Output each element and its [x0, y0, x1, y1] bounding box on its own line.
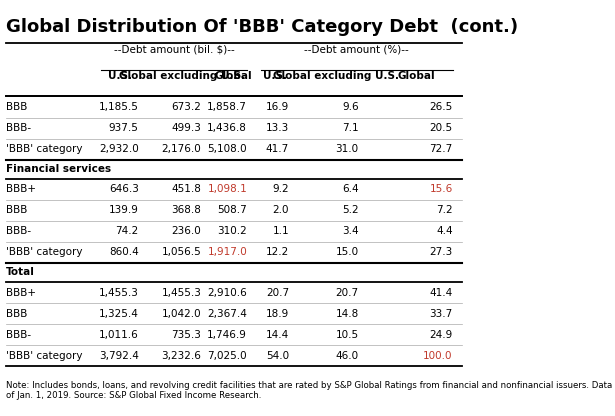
Text: 646.3: 646.3 [109, 184, 138, 194]
Text: BBB-: BBB- [6, 329, 31, 339]
Text: 20.5: 20.5 [430, 123, 453, 133]
Text: BBB: BBB [6, 309, 28, 319]
Text: 1,436.8: 1,436.8 [207, 123, 247, 133]
Text: 499.3: 499.3 [172, 123, 202, 133]
Text: 9.6: 9.6 [342, 102, 359, 112]
Text: 735.3: 735.3 [172, 329, 202, 339]
Text: Financial services: Financial services [6, 164, 111, 174]
Text: 236.0: 236.0 [172, 226, 202, 236]
Text: BBB: BBB [6, 102, 28, 112]
Text: 20.7: 20.7 [336, 287, 359, 297]
Text: 3.4: 3.4 [342, 226, 359, 236]
Text: 24.9: 24.9 [429, 329, 453, 339]
Text: 27.3: 27.3 [429, 248, 453, 258]
Text: 41.7: 41.7 [266, 144, 289, 154]
Text: BBB-: BBB- [6, 226, 31, 236]
Text: 14.8: 14.8 [336, 309, 359, 319]
Text: 13.3: 13.3 [266, 123, 289, 133]
Text: 2,910.6: 2,910.6 [207, 287, 247, 297]
Text: 'BBB' category: 'BBB' category [6, 248, 82, 258]
Text: Note: Includes bonds, loans, and revolving credit facilities that are rated by S: Note: Includes bonds, loans, and revolvi… [6, 381, 615, 400]
Text: Global excluding U.S.: Global excluding U.S. [119, 71, 245, 81]
Text: 7.1: 7.1 [342, 123, 359, 133]
Text: 7.2: 7.2 [436, 205, 453, 215]
Text: 33.7: 33.7 [429, 309, 453, 319]
Text: 2.0: 2.0 [272, 205, 289, 215]
Text: 1,455.3: 1,455.3 [99, 287, 138, 297]
Text: 46.0: 46.0 [336, 351, 359, 361]
Text: 4.4: 4.4 [436, 226, 453, 236]
Text: 1,042.0: 1,042.0 [162, 309, 202, 319]
Text: 15.0: 15.0 [336, 248, 359, 258]
Text: 1,098.1: 1,098.1 [207, 184, 247, 194]
Text: 54.0: 54.0 [266, 351, 289, 361]
Text: 100.0: 100.0 [423, 351, 453, 361]
Text: 1,185.5: 1,185.5 [99, 102, 138, 112]
Text: 74.2: 74.2 [116, 226, 138, 236]
Text: 310.2: 310.2 [217, 226, 247, 236]
Text: 139.9: 139.9 [109, 205, 138, 215]
Text: 368.8: 368.8 [172, 205, 202, 215]
Text: 673.2: 673.2 [172, 102, 202, 112]
Text: --Debt amount (%)--: --Debt amount (%)-- [304, 44, 409, 54]
Text: 72.7: 72.7 [429, 144, 453, 154]
Text: 9.2: 9.2 [272, 184, 289, 194]
Text: 1,858.7: 1,858.7 [207, 102, 247, 112]
Text: 3,232.6: 3,232.6 [162, 351, 202, 361]
Text: 1.1: 1.1 [272, 226, 289, 236]
Text: 'BBB' category: 'BBB' category [6, 351, 82, 361]
Text: 5,108.0: 5,108.0 [207, 144, 247, 154]
Text: 508.7: 508.7 [217, 205, 247, 215]
Text: 2,367.4: 2,367.4 [207, 309, 247, 319]
Text: 937.5: 937.5 [109, 123, 138, 133]
Text: 31.0: 31.0 [336, 144, 359, 154]
Text: BBB-: BBB- [6, 123, 31, 133]
Text: 18.9: 18.9 [266, 309, 289, 319]
Text: Global: Global [214, 71, 252, 81]
Text: 15.6: 15.6 [429, 184, 453, 194]
Text: 1,056.5: 1,056.5 [162, 248, 202, 258]
Text: 16.9: 16.9 [266, 102, 289, 112]
Text: --Debt amount (bil. $)--: --Debt amount (bil. $)-- [114, 44, 235, 54]
Text: BBB: BBB [6, 205, 28, 215]
Text: 3,792.4: 3,792.4 [99, 351, 138, 361]
Text: 41.4: 41.4 [429, 287, 453, 297]
Text: Global excluding U.S.: Global excluding U.S. [273, 71, 399, 81]
Text: BBB+: BBB+ [6, 184, 36, 194]
Text: Total: Total [6, 267, 35, 277]
Text: 5.2: 5.2 [342, 205, 359, 215]
Text: 1,746.9: 1,746.9 [207, 329, 247, 339]
Text: U.S.: U.S. [108, 71, 132, 81]
Text: 20.7: 20.7 [266, 287, 289, 297]
Text: 860.4: 860.4 [109, 248, 138, 258]
Text: 7,025.0: 7,025.0 [207, 351, 247, 361]
Text: 1,917.0: 1,917.0 [207, 248, 247, 258]
Text: Global Distribution Of 'BBB' Category Debt  (cont.): Global Distribution Of 'BBB' Category De… [6, 18, 518, 36]
Text: 2,932.0: 2,932.0 [99, 144, 138, 154]
Text: 1,455.3: 1,455.3 [162, 287, 202, 297]
Text: U.S.: U.S. [263, 71, 287, 81]
Text: 26.5: 26.5 [429, 102, 453, 112]
Text: 1,325.4: 1,325.4 [99, 309, 138, 319]
Text: 1,011.6: 1,011.6 [99, 329, 138, 339]
Text: BBB+: BBB+ [6, 287, 36, 297]
Text: 'BBB' category: 'BBB' category [6, 144, 82, 154]
Text: 10.5: 10.5 [336, 329, 359, 339]
Text: 14.4: 14.4 [266, 329, 289, 339]
Text: 6.4: 6.4 [342, 184, 359, 194]
Text: Global: Global [398, 71, 435, 81]
Text: 12.2: 12.2 [266, 248, 289, 258]
Text: 451.8: 451.8 [172, 184, 202, 194]
Text: 2,176.0: 2,176.0 [162, 144, 202, 154]
